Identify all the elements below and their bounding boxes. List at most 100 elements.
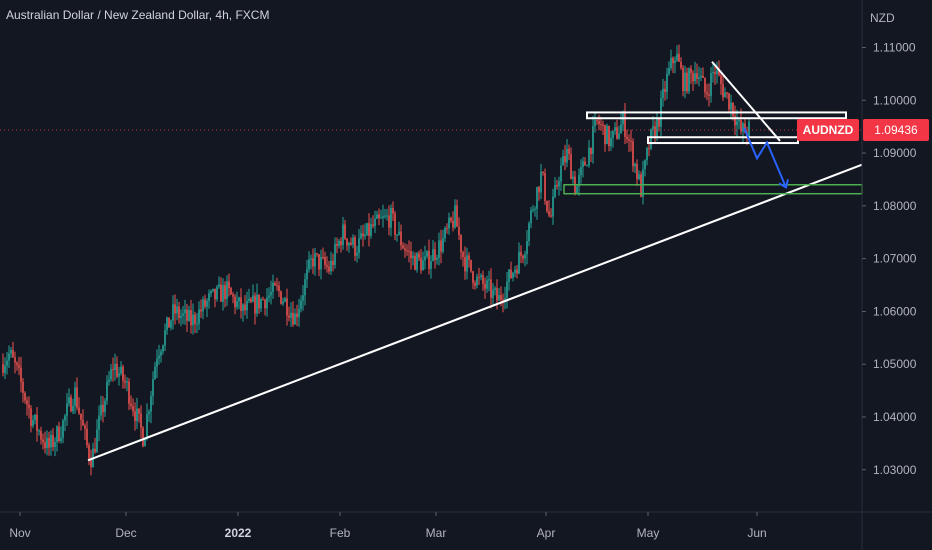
candle <box>130 395 132 410</box>
candle-body <box>404 248 406 251</box>
candle-body <box>558 181 560 187</box>
candle <box>370 217 372 239</box>
candle-body <box>338 240 340 246</box>
candle-body <box>530 210 532 224</box>
candle <box>612 130 614 148</box>
candle <box>556 179 558 190</box>
candle <box>656 111 658 141</box>
candle-body <box>730 102 732 110</box>
candle-body <box>300 300 302 309</box>
candle <box>380 209 382 219</box>
candle <box>328 260 330 275</box>
candle <box>520 245 522 264</box>
candle <box>8 345 10 369</box>
candle-body <box>584 161 586 166</box>
candle <box>378 208 380 226</box>
candle-body <box>476 276 478 286</box>
candle <box>304 273 306 306</box>
support-zone[interactable] <box>563 183 863 195</box>
candle <box>548 199 550 218</box>
candle-body <box>526 241 528 255</box>
candle-body <box>78 407 80 414</box>
candle-body <box>52 434 54 447</box>
candle-body <box>124 380 126 383</box>
last-price-tag: AUDNZD 1.09436 <box>797 119 929 142</box>
candle <box>386 208 388 221</box>
candle-body <box>704 77 706 93</box>
x-tick-label: 2022 <box>225 526 252 540</box>
candle <box>300 295 302 313</box>
candle <box>184 299 186 325</box>
x-tick-label: Apr <box>537 526 556 540</box>
candle-body <box>438 240 440 259</box>
resistance-zone-lower[interactable] <box>647 136 799 145</box>
candle-body <box>332 260 334 265</box>
candle-body <box>232 294 234 297</box>
candle <box>584 157 586 166</box>
candle-body <box>272 282 274 292</box>
candle-body <box>548 211 550 216</box>
candles-layer <box>2 44 750 476</box>
candle-body <box>112 369 114 371</box>
candle <box>490 268 492 309</box>
candle <box>34 414 36 425</box>
projection-path[interactable] <box>743 127 787 188</box>
descending-trendline[interactable] <box>711 61 781 142</box>
candle <box>544 168 546 205</box>
candle-body <box>726 92 728 94</box>
candle <box>530 206 532 229</box>
candle <box>562 149 564 166</box>
candle-body <box>174 304 176 314</box>
candle-body <box>256 294 258 314</box>
candle-body <box>454 205 456 228</box>
candle-body <box>104 400 106 413</box>
candle-body <box>374 218 376 227</box>
candle <box>364 223 366 240</box>
candle <box>10 347 12 358</box>
candle-body <box>650 128 652 149</box>
candle <box>88 442 90 466</box>
y-tick-label: 1.03000 <box>873 463 917 477</box>
candle-body <box>22 381 24 393</box>
candle-body <box>318 254 320 270</box>
candle-body <box>710 72 712 96</box>
resistance-zone-upper[interactable] <box>586 111 847 120</box>
candle <box>256 283 258 317</box>
candle-body <box>668 68 670 74</box>
candle <box>668 61 670 76</box>
candle-body <box>264 299 266 309</box>
candle-body <box>344 224 346 239</box>
candle-body <box>238 297 240 302</box>
candle <box>318 253 320 277</box>
candle-body <box>450 217 452 221</box>
candle <box>282 297 284 307</box>
candle-body <box>636 163 638 180</box>
candle-body <box>72 405 74 412</box>
candle-body <box>690 68 692 73</box>
candle <box>628 134 630 152</box>
candle <box>390 204 392 237</box>
candle <box>162 344 164 355</box>
candle-body <box>696 73 698 79</box>
candle-body <box>394 213 396 235</box>
candle-body <box>128 381 130 404</box>
candle-body <box>492 289 494 298</box>
candle <box>678 44 680 62</box>
candle <box>618 125 620 140</box>
candle-body <box>466 255 468 272</box>
candle <box>292 301 294 327</box>
candle-body <box>570 153 572 180</box>
candle <box>434 242 436 269</box>
candle <box>552 188 554 225</box>
candle <box>266 288 268 317</box>
candle <box>348 241 350 253</box>
candle <box>200 299 202 318</box>
candle-body <box>188 310 190 321</box>
candle <box>572 170 574 184</box>
candle <box>96 419 98 453</box>
candle <box>670 49 672 71</box>
ascending-trendline[interactable] <box>87 163 863 462</box>
candle-body <box>626 136 628 140</box>
candle-body <box>178 306 180 318</box>
